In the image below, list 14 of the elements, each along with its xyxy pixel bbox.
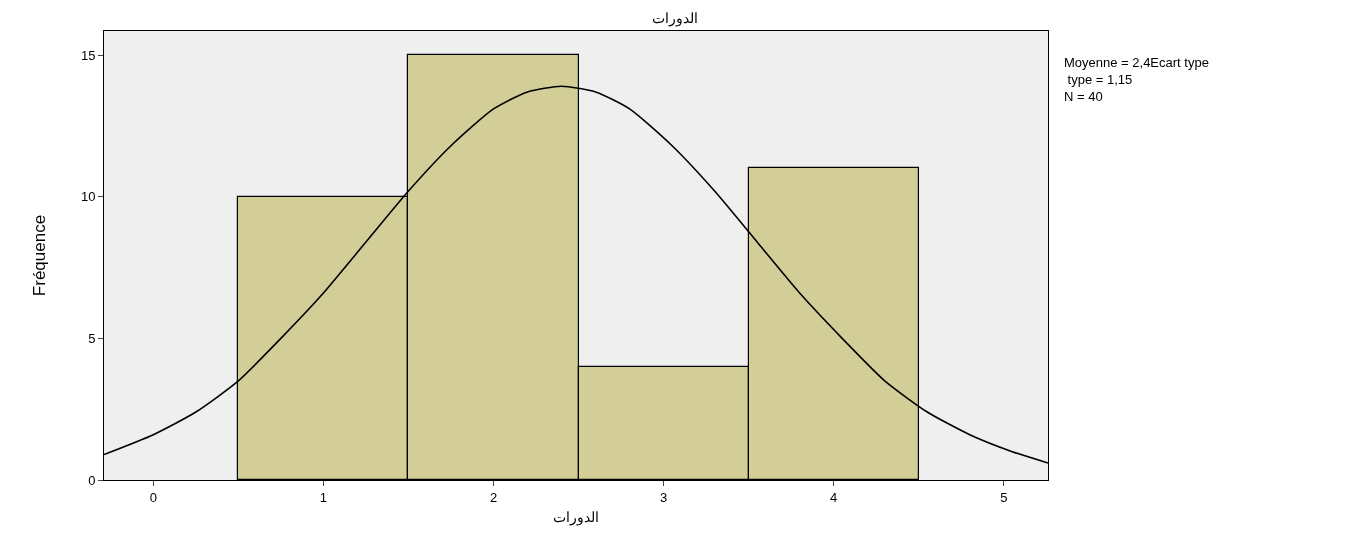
x-tick-label: 0 [149, 489, 157, 505]
x-tick-label: 3 [659, 489, 668, 505]
x-tick-label: 5 [1000, 489, 1008, 505]
text: Moyenne = 2,4Ecart type type = 1,15 N = 40 [1064, 55, 1209, 104]
x-axis-title: الدورات [553, 508, 599, 526]
y-axis-title: Fréquence [30, 214, 50, 297]
y-tick-label: 0 [88, 472, 96, 488]
x-tick-label: 4 [830, 489, 838, 505]
chart-title: الدورات [652, 9, 698, 27]
x-tick-label: 2 [489, 489, 498, 505]
x-tick-label: 1 [319, 489, 328, 505]
y-tick-label: 5 [88, 330, 96, 346]
y-tick-label: 15 [80, 47, 96, 63]
y-tick-label: 10 [80, 189, 96, 205]
